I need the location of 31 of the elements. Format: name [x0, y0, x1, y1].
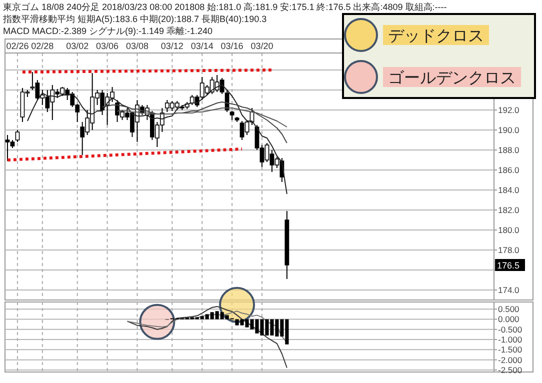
y-tick-label: 186.0	[498, 165, 520, 175]
y-tick-label: 184.0	[498, 185, 520, 195]
y-tick-label: 0.500	[498, 304, 520, 314]
y-tick-label: 174.0	[498, 285, 520, 295]
y-tick-label: 178.0	[498, 245, 520, 255]
line-series	[126, 306, 288, 368]
x-tick-label: 03/12	[160, 41, 184, 51]
x-tick-label: 02/28	[31, 41, 54, 51]
x-tick-label: 03/06	[96, 41, 119, 51]
x-tick-label: 02/26	[6, 41, 29, 51]
y-tick-label: -1.000	[498, 334, 522, 345]
y-tick-label: -2.500	[498, 364, 522, 375]
x-tick-label: 03/14	[190, 41, 214, 51]
y-tick-label: 182.0	[498, 205, 520, 215]
x-tick-label: 03/20	[250, 41, 274, 51]
y-tick-label: 180.0	[498, 225, 520, 235]
y-tick-label: 190.0	[498, 125, 520, 135]
line-series	[126, 310, 288, 344]
y-tick-label: 192.0	[498, 105, 520, 115]
y-tick-label: 0.000	[498, 314, 520, 324]
y-tick-label: -2.000	[498, 354, 522, 365]
candlestick	[15, 130, 20, 142]
y-tick-label: -0.500	[498, 324, 522, 334]
legend-label: デッドクロス	[388, 28, 484, 45]
x-tick-label: 03/08	[126, 41, 148, 51]
y-tick-label: -1.500	[498, 344, 522, 355]
x-tick-label: 03/16	[220, 41, 244, 51]
x-tick-label: 03/02	[66, 41, 89, 51]
annotation: 176.5	[497, 260, 520, 270]
legend-label: ゴールデンクロス	[388, 70, 516, 87]
y-tick-label: 188.0	[498, 145, 520, 155]
